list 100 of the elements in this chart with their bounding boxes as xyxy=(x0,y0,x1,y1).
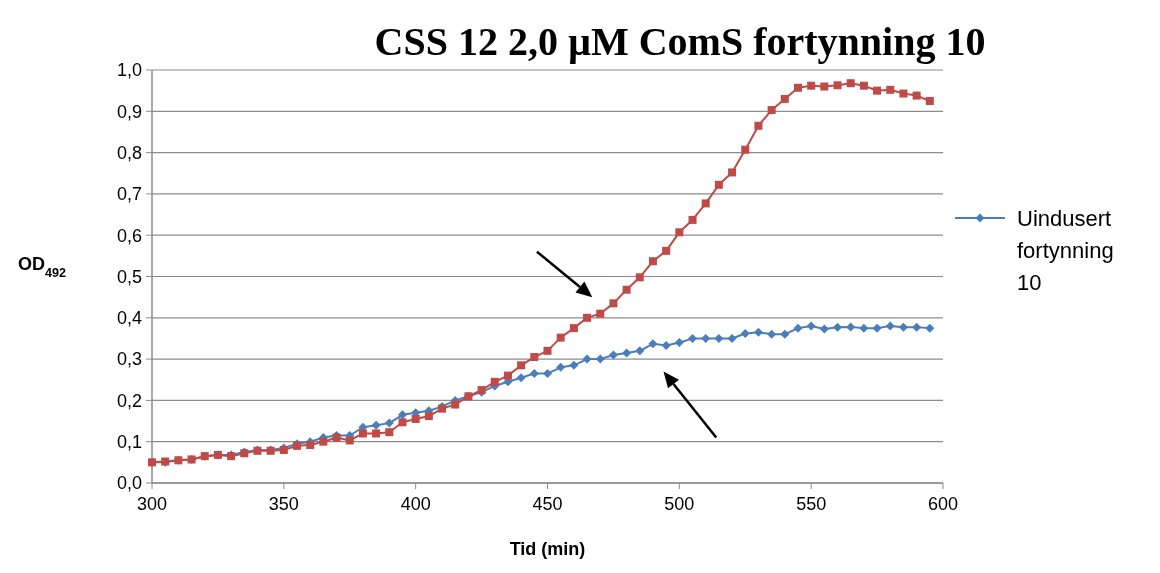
point xyxy=(780,329,790,339)
point xyxy=(385,428,394,437)
point xyxy=(675,228,684,237)
point xyxy=(306,441,315,449)
point xyxy=(912,322,922,332)
point xyxy=(517,361,526,370)
point xyxy=(635,346,645,356)
point xyxy=(398,418,407,427)
point xyxy=(899,89,908,98)
point xyxy=(714,180,723,189)
point xyxy=(345,436,354,445)
point xyxy=(674,338,684,348)
point xyxy=(912,91,921,100)
point xyxy=(358,429,367,438)
y-tick-label: 1,0 xyxy=(116,60,142,81)
point xyxy=(886,85,895,94)
point xyxy=(411,414,420,423)
point xyxy=(780,94,789,103)
y-tick-label: 0,3 xyxy=(116,349,142,370)
point xyxy=(754,121,763,130)
y-tick-label: 0,9 xyxy=(116,101,142,122)
y-tick-label: 0,8 xyxy=(116,142,142,163)
x-tick-label: 500 xyxy=(664,494,695,514)
x-tick-label: 350 xyxy=(268,494,299,514)
point xyxy=(529,369,539,379)
point xyxy=(648,339,658,349)
point xyxy=(806,321,816,331)
point xyxy=(714,333,724,343)
point xyxy=(596,309,605,318)
point xyxy=(397,410,407,420)
point xyxy=(543,346,552,355)
y-axis-title: OD$_{492}$ xyxy=(18,254,67,280)
point xyxy=(793,83,802,92)
point xyxy=(582,354,592,364)
point xyxy=(859,323,869,333)
point xyxy=(846,79,855,88)
point xyxy=(451,400,460,409)
point xyxy=(807,81,816,90)
y-tick-label: 0,4 xyxy=(116,308,142,329)
point xyxy=(688,333,698,343)
point xyxy=(898,322,908,332)
point xyxy=(833,81,842,90)
y-tick-label: 0,0 xyxy=(116,473,142,494)
point xyxy=(859,81,868,90)
point xyxy=(424,412,433,421)
point xyxy=(833,322,843,332)
point xyxy=(622,348,632,358)
point xyxy=(753,327,763,337)
legend-label: Uindusert fortynning 10 xyxy=(1017,205,1114,295)
x-tick-label: 550 xyxy=(796,494,827,514)
point xyxy=(767,106,776,115)
point xyxy=(543,369,552,379)
x-tick-label: 450 xyxy=(532,494,563,514)
point xyxy=(728,168,737,177)
point xyxy=(661,340,671,350)
point xyxy=(885,321,895,331)
point xyxy=(701,333,711,343)
point xyxy=(819,324,829,334)
point xyxy=(741,145,750,154)
point xyxy=(701,199,710,208)
point xyxy=(767,329,777,339)
point xyxy=(503,371,512,380)
point xyxy=(569,360,579,370)
point xyxy=(569,324,578,333)
point xyxy=(530,353,539,362)
point xyxy=(384,418,394,428)
point xyxy=(635,273,644,282)
point xyxy=(556,362,566,372)
point xyxy=(609,299,618,308)
point xyxy=(820,82,829,91)
point xyxy=(846,322,856,332)
point xyxy=(873,86,882,95)
point xyxy=(319,437,328,446)
point xyxy=(372,429,381,438)
x-tick-label: 400 xyxy=(400,494,431,514)
point xyxy=(371,420,381,430)
y-tick-label: 0,5 xyxy=(116,266,142,287)
x-tick-label: 600 xyxy=(927,494,959,514)
y-tick-label: 0,1 xyxy=(116,432,142,452)
point xyxy=(925,96,934,105)
point xyxy=(793,323,803,333)
point xyxy=(662,246,671,255)
point xyxy=(490,377,499,386)
y-tick-label: 0,2 xyxy=(116,390,142,411)
point xyxy=(872,323,882,333)
x-axis-title: Tid (min) xyxy=(509,539,586,559)
point xyxy=(740,328,750,338)
point xyxy=(556,333,565,342)
point xyxy=(648,257,657,266)
chart-title: CSS 12 2,0 µM ComS fortynning 10 xyxy=(374,19,986,64)
point xyxy=(608,350,618,360)
point xyxy=(583,313,592,322)
point xyxy=(925,323,935,333)
point xyxy=(516,373,526,383)
y-tick-label: 0,7 xyxy=(116,184,142,205)
point xyxy=(727,333,737,343)
point xyxy=(622,285,631,294)
y-tick-label: 0,6 xyxy=(116,225,142,246)
point xyxy=(688,215,697,224)
x-tick-label: 300 xyxy=(136,494,168,514)
